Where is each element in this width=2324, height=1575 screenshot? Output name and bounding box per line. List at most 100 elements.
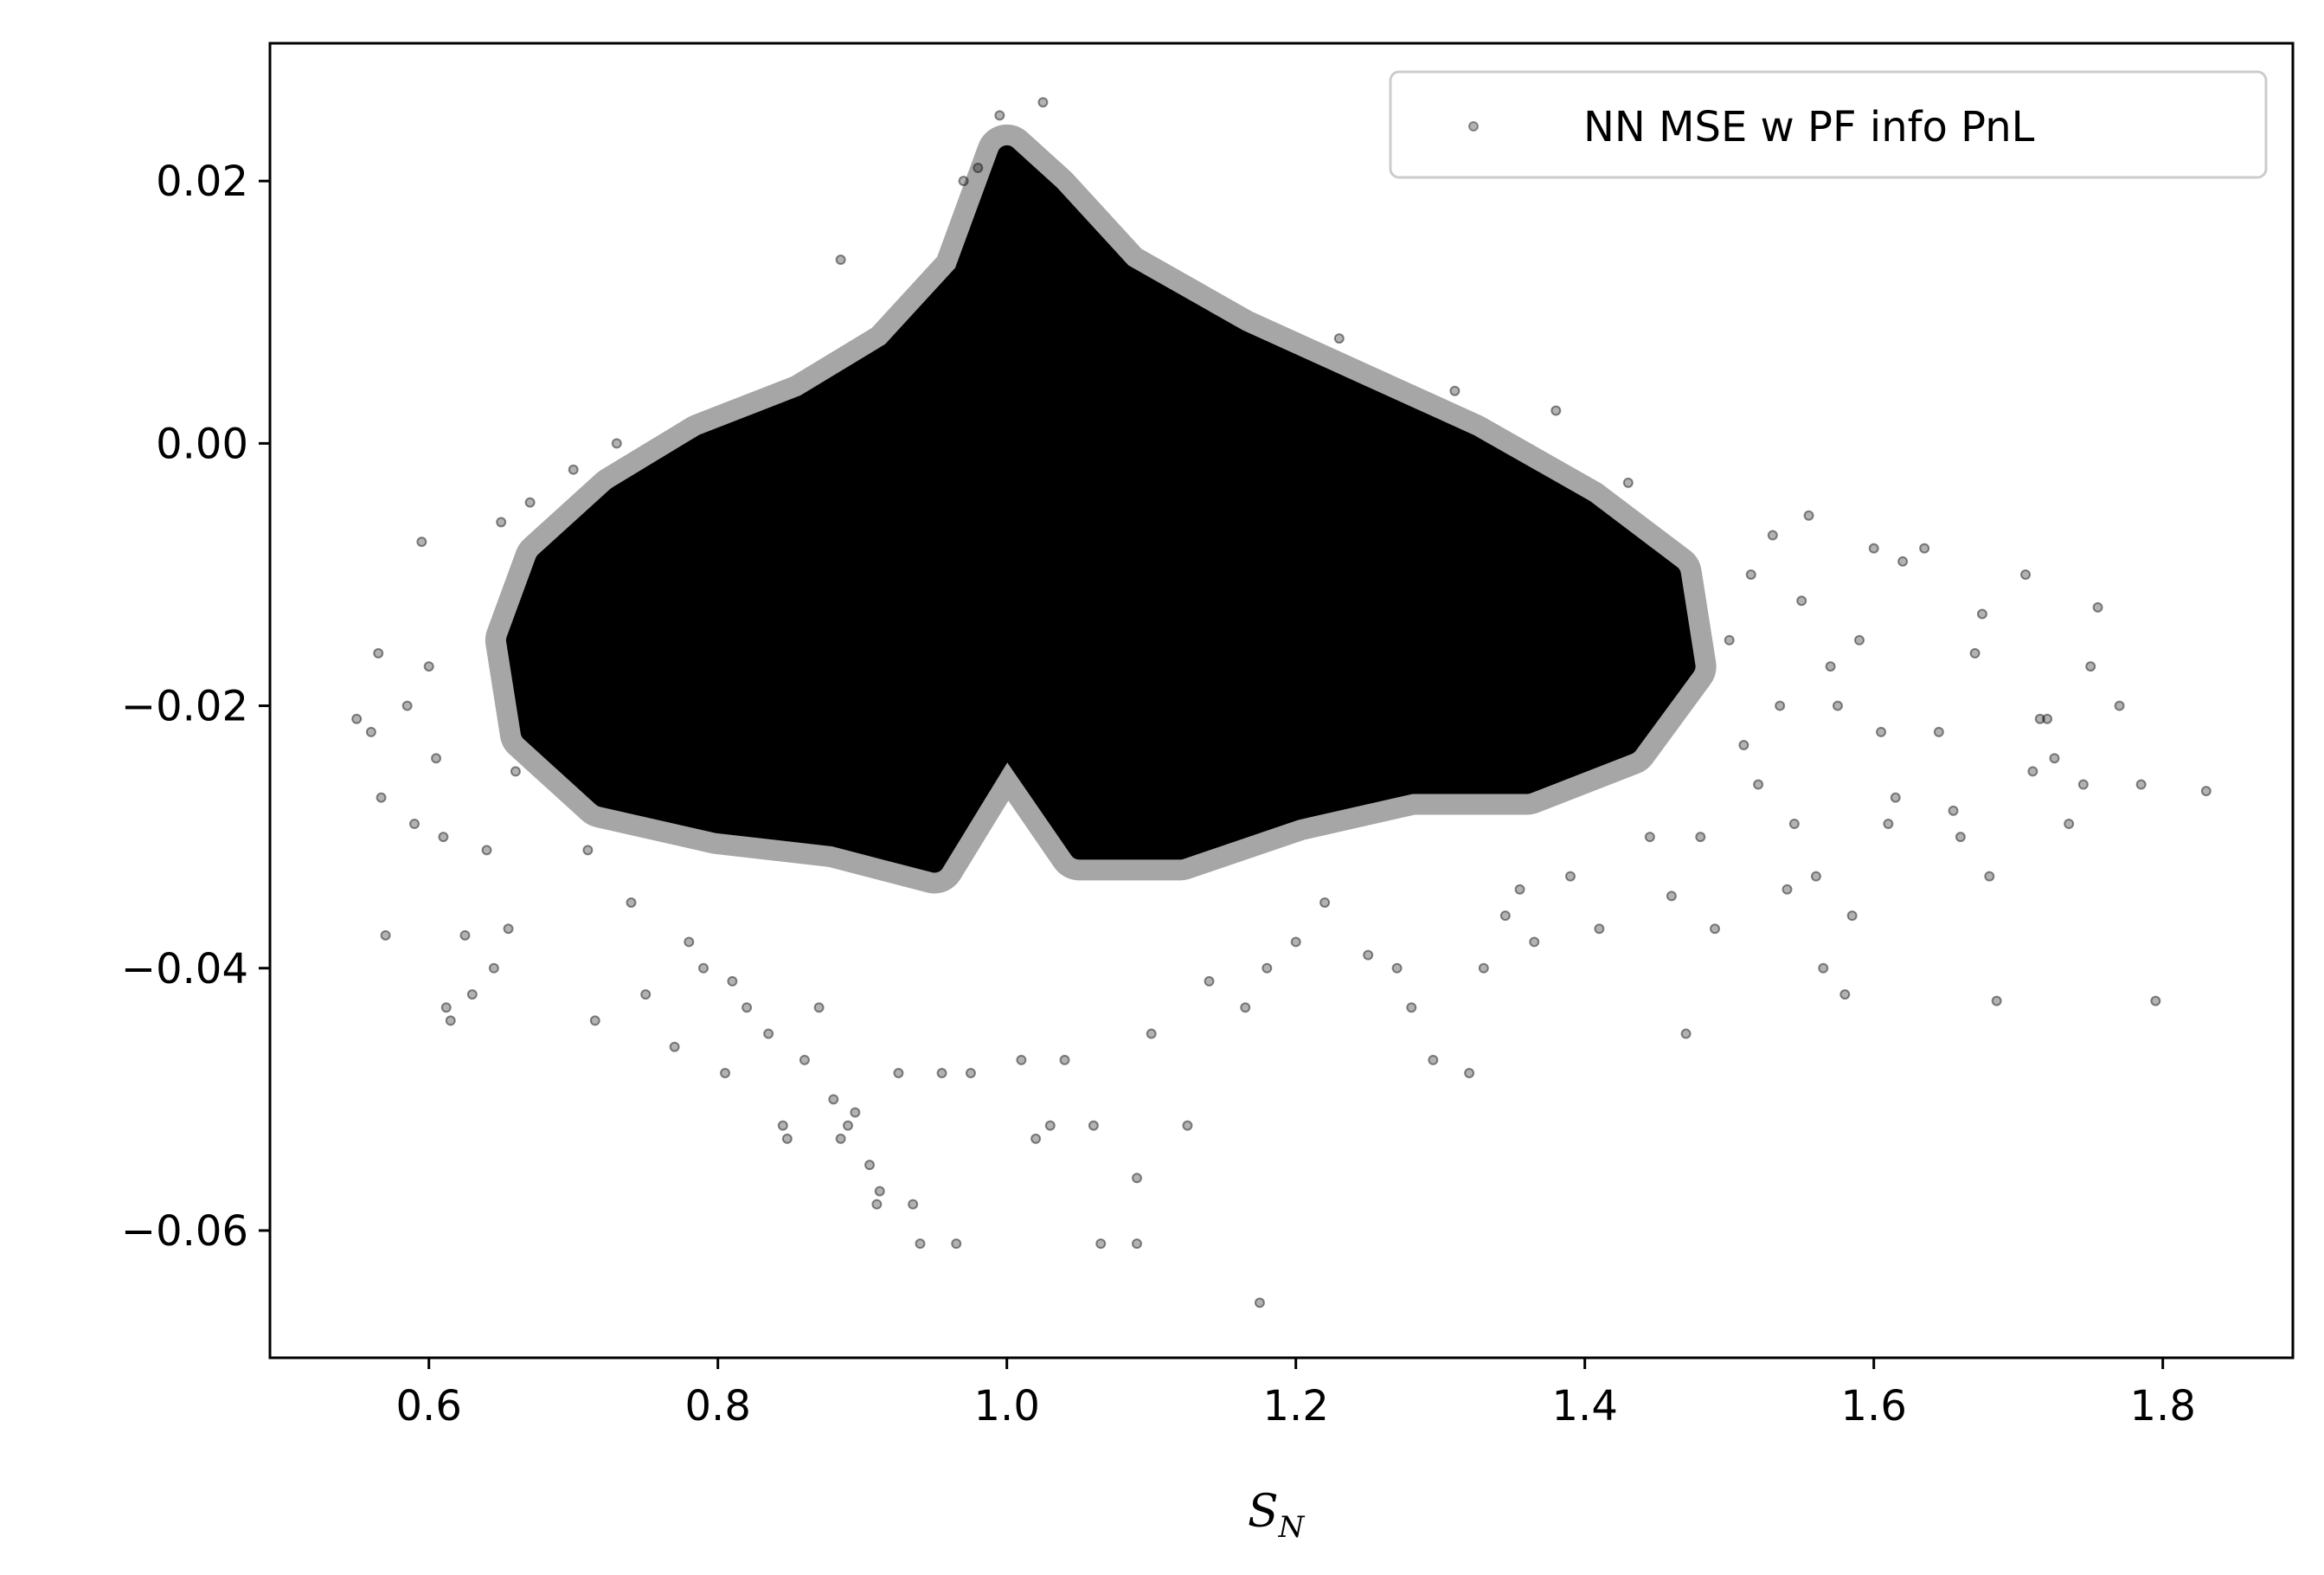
data-point — [835, 254, 846, 266]
data-point — [781, 1133, 793, 1144]
data-point — [994, 110, 1005, 121]
data-layer — [351, 97, 2212, 1308]
data-point — [481, 845, 492, 856]
data-point — [1428, 1054, 1439, 1065]
data-point — [874, 1186, 885, 1197]
data-point — [1016, 1054, 1027, 1065]
data-point — [503, 923, 514, 935]
data-point — [1095, 1238, 1107, 1250]
data-point — [1948, 805, 1959, 816]
data-point — [1724, 634, 1735, 646]
data-point — [459, 929, 471, 941]
data-point — [365, 726, 376, 737]
data-point — [698, 962, 709, 974]
data-point — [2027, 766, 2038, 777]
x-tick-label: 1.8 — [2130, 1382, 2196, 1430]
data-point — [1529, 936, 1540, 948]
data-point — [1449, 385, 1461, 396]
x-tick-label: 1.4 — [1552, 1382, 1618, 1430]
data-point — [376, 792, 387, 803]
data-point — [1818, 962, 1829, 974]
data-point — [1044, 1120, 1056, 1131]
data-point — [828, 1094, 839, 1105]
data-point — [1262, 962, 1273, 974]
data-point — [2135, 779, 2147, 790]
data-point — [510, 766, 521, 777]
data-point — [2049, 753, 2060, 764]
data-point — [445, 1015, 456, 1026]
data-point — [524, 497, 536, 508]
data-point — [1622, 477, 1634, 488]
data-point — [626, 897, 637, 908]
data-point — [1710, 923, 1720, 935]
data-point — [871, 1199, 883, 1210]
data-point — [1644, 832, 1655, 843]
data-point — [1976, 608, 1987, 620]
data-point — [720, 1068, 731, 1079]
x-tick-label: 1.6 — [1841, 1382, 1907, 1430]
data-point — [1132, 1238, 1142, 1250]
data-point — [1132, 1173, 1142, 1184]
data-point — [2020, 569, 2032, 580]
data-point — [1464, 1068, 1475, 1079]
data-point — [813, 1002, 825, 1013]
data-point — [423, 661, 434, 672]
data-point — [1788, 819, 1800, 830]
data-point — [1333, 333, 1345, 344]
data-point — [1991, 995, 2002, 1006]
data-point — [741, 1002, 753, 1013]
data-point — [582, 845, 594, 856]
data-point — [1738, 740, 1749, 751]
data-point — [416, 537, 427, 548]
data-point — [908, 1199, 919, 1210]
data-point — [409, 819, 420, 830]
data-point — [1594, 923, 1605, 935]
data-point — [958, 176, 969, 187]
data-point — [1478, 962, 1489, 974]
data-point — [684, 936, 695, 948]
y-tick-label: −0.04 — [121, 945, 248, 993]
data-point — [1984, 871, 1995, 882]
dense-point-cloud — [505, 145, 1696, 873]
data-point — [893, 1068, 904, 1079]
data-point — [1897, 556, 1909, 567]
data-point — [2150, 995, 2161, 1006]
data-point — [1810, 871, 1821, 882]
data-point — [1825, 661, 1836, 672]
data-point — [973, 163, 984, 174]
data-point — [640, 989, 652, 1000]
data-point — [466, 989, 478, 1000]
data-point — [589, 1015, 600, 1026]
data-point — [1782, 884, 1793, 895]
legend-label: NN MSE w PF info PnL — [1583, 103, 2035, 151]
x-tick-label: 0.6 — [396, 1382, 462, 1430]
data-point — [611, 438, 622, 449]
data-point — [1796, 595, 1807, 607]
legend: NN MSE w PF info PnL — [1389, 70, 2268, 179]
data-point — [2114, 700, 2125, 711]
data-point — [1088, 1120, 1099, 1131]
data-point — [1883, 819, 1894, 830]
y-axis: 0.02 0.00 −0.02 −0.04 −0.06 — [121, 158, 270, 1256]
plot-frame — [268, 42, 2295, 1360]
data-point — [835, 1133, 846, 1144]
data-point — [380, 929, 391, 941]
data-point — [496, 517, 507, 528]
data-point — [1565, 871, 1576, 882]
legend-box — [1389, 70, 2268, 179]
data-point — [1182, 1120, 1193, 1131]
data-point — [1391, 962, 1403, 974]
data-point — [1955, 832, 1966, 843]
data-point — [799, 1054, 810, 1065]
data-point — [965, 1068, 976, 1079]
data-point — [1037, 97, 1049, 108]
x-tick-label: 0.8 — [685, 1382, 751, 1430]
data-point — [1666, 890, 1677, 902]
data-point — [1868, 543, 1879, 554]
data-point — [440, 1002, 452, 1013]
data-point — [2077, 779, 2089, 790]
data-point — [951, 1238, 962, 1250]
data-point — [1919, 543, 1930, 554]
x-tick-label: 1.2 — [1263, 1382, 1329, 1430]
